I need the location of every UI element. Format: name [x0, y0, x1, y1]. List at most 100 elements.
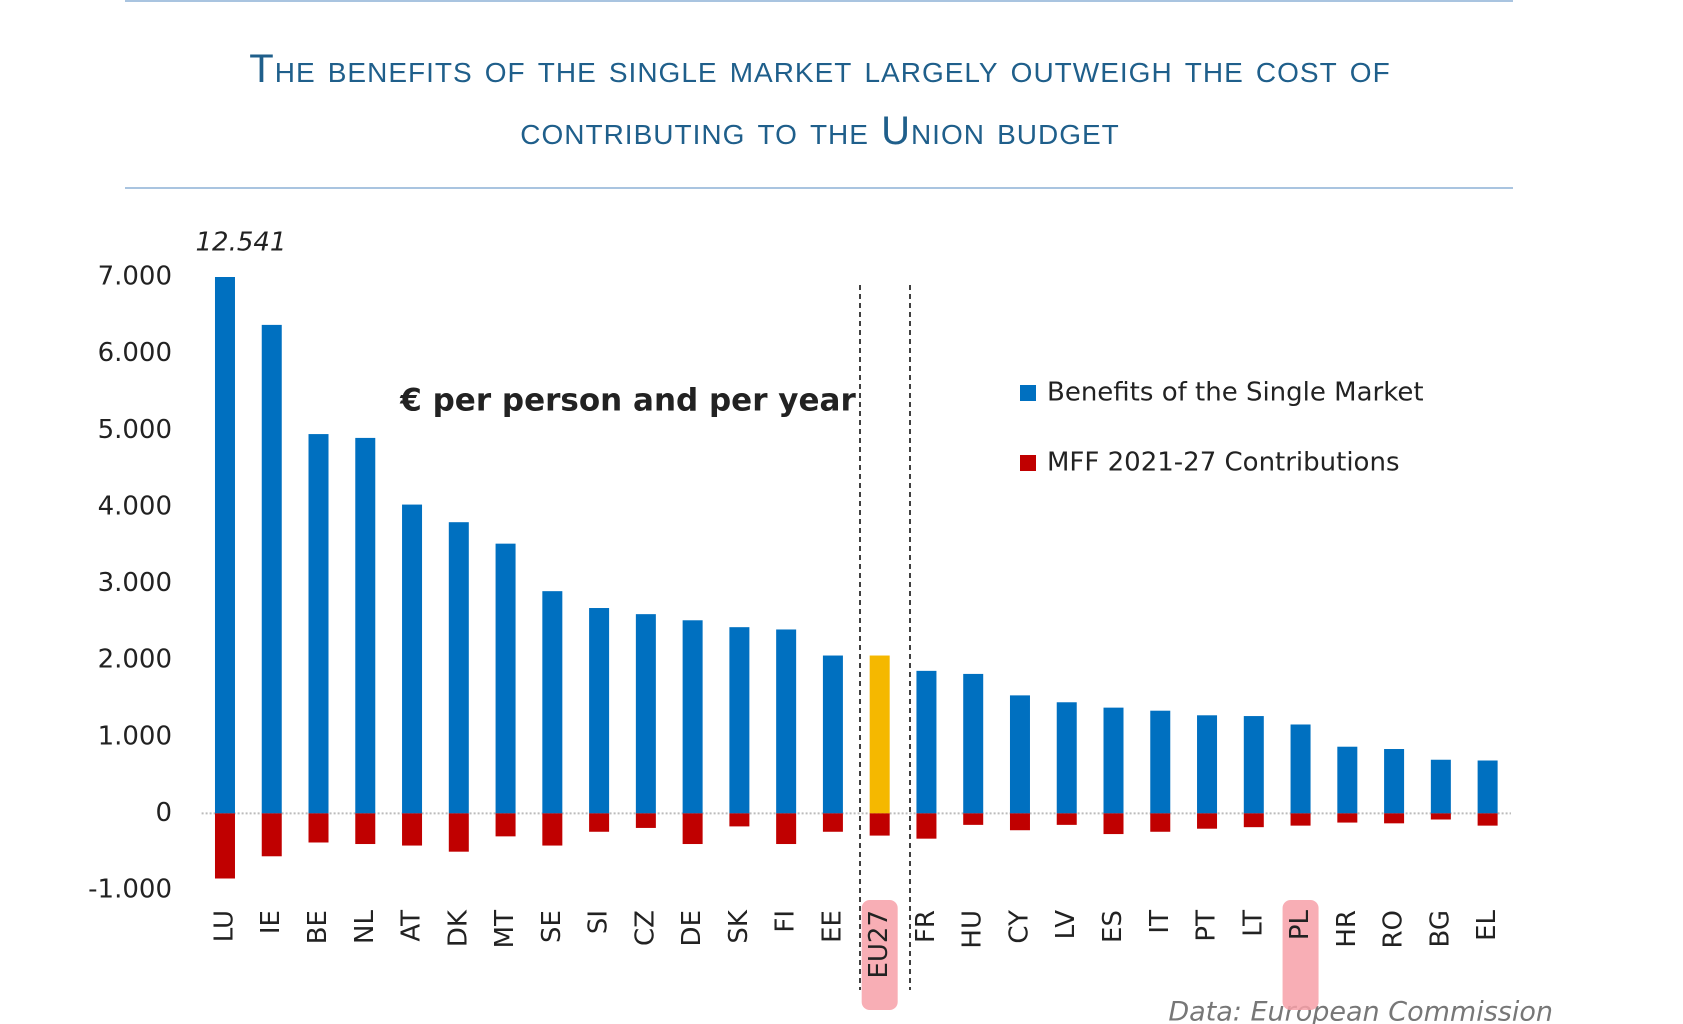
- bar: [916, 813, 937, 839]
- x-tick-label: FR: [911, 910, 941, 943]
- bar: [776, 629, 797, 814]
- bar: [1243, 716, 1264, 814]
- label-highlight: [1282, 900, 1319, 1010]
- x-tick-label: HU: [958, 910, 988, 949]
- bar: [729, 813, 750, 827]
- bar: [776, 813, 797, 845]
- bar: [682, 620, 703, 814]
- y-tick-label: 3.000: [98, 568, 172, 598]
- x-tick-label: EU27: [864, 910, 894, 979]
- bar: [682, 813, 703, 845]
- x-tick-label: RO: [1379, 910, 1409, 949]
- legend-swatch: [1020, 455, 1036, 471]
- bar: [261, 324, 282, 814]
- value-label: 12.541: [195, 228, 286, 258]
- x-tick-label: DE: [677, 910, 707, 946]
- bar: [1430, 759, 1451, 814]
- x-tick-label: FI: [771, 910, 801, 933]
- bar: [729, 627, 750, 814]
- x-tick-label: SE: [537, 910, 567, 943]
- bar: [495, 543, 516, 814]
- x-tick-label: AT: [397, 910, 427, 942]
- bar: [1430, 813, 1451, 820]
- x-tick-label: EE: [817, 910, 847, 943]
- y-tick-label: 0: [155, 798, 172, 828]
- bar: [448, 813, 469, 852]
- x-tick-label: SI: [584, 910, 614, 934]
- legend-swatch: [1020, 385, 1036, 401]
- x-tick-label: IT: [1145, 910, 1175, 934]
- bar: [402, 813, 423, 846]
- bar: [869, 813, 890, 836]
- y-tick-label: -1.000: [88, 875, 172, 905]
- y-tick-label: 6.000: [98, 338, 172, 368]
- bar: [589, 813, 610, 832]
- x-tick-label: CZ: [630, 910, 660, 946]
- x-tick-label: CY: [1004, 910, 1034, 944]
- legend-label: MFF 2021-27 Contributions: [1047, 448, 1400, 478]
- x-tick-label: BE: [303, 910, 333, 944]
- bar: [963, 673, 984, 814]
- bar: [635, 813, 656, 828]
- bar: [1337, 746, 1358, 814]
- bar: [355, 813, 376, 845]
- x-tick-label: PL: [1285, 909, 1315, 940]
- bar: [1150, 813, 1171, 832]
- bars: [214, 277, 1498, 879]
- x-tick-label: LV: [1051, 910, 1081, 940]
- x-tick-label: HR: [1332, 910, 1362, 948]
- y-tick-label: 7.000: [98, 262, 172, 292]
- bar: [542, 813, 563, 846]
- x-tick-label: DK: [443, 909, 473, 947]
- bar: [589, 608, 610, 814]
- bar: [1243, 813, 1264, 828]
- bar: [1290, 813, 1311, 826]
- bar: [869, 655, 890, 814]
- bar: [402, 504, 423, 814]
- bar: [1197, 715, 1218, 814]
- bar: [1290, 724, 1311, 814]
- bar: [1103, 813, 1124, 835]
- bar: [1384, 813, 1405, 824]
- bar: [308, 813, 329, 843]
- bar: [1056, 702, 1077, 814]
- bar: [542, 591, 563, 814]
- bar: [214, 813, 235, 879]
- bar: [1150, 710, 1171, 814]
- bar: [635, 614, 656, 814]
- x-tick-label: ES: [1098, 910, 1128, 943]
- bar: [1337, 813, 1358, 823]
- x-tick-label: MT: [490, 910, 520, 948]
- source: Data: European Commission: [1168, 997, 1553, 1024]
- bar: [822, 655, 843, 814]
- y-tick-label: 4.000: [98, 491, 172, 521]
- bar: [448, 522, 469, 814]
- annotation: € per person and per year: [399, 383, 856, 419]
- x-tick-label: SK: [724, 909, 754, 944]
- x-tick-label: LT: [1238, 910, 1268, 937]
- bar: [1197, 813, 1218, 829]
- bar: [1477, 813, 1498, 826]
- bar: [822, 813, 843, 832]
- bar: [1009, 695, 1030, 814]
- x-tick-label: BG: [1425, 910, 1455, 948]
- bar: [963, 813, 984, 825]
- y-tick-label: 2.000: [98, 645, 172, 675]
- bar: [1477, 760, 1498, 814]
- y-tick-label: 5.000: [98, 415, 172, 445]
- x-tick-label: EL: [1472, 909, 1502, 940]
- bar: [1056, 813, 1077, 825]
- bar: [1009, 813, 1030, 831]
- y-tick-label: 1.000: [98, 721, 172, 751]
- bar: [308, 434, 329, 814]
- bar: [1384, 749, 1405, 814]
- chart-title: The benefits of the single market largel…: [249, 47, 1391, 153]
- legend-label: Benefits of the Single Market: [1047, 378, 1424, 408]
- bar: [495, 813, 516, 837]
- bar: [916, 670, 937, 814]
- bar: [1103, 707, 1124, 814]
- bar: [355, 437, 376, 814]
- x-tick-label: NL: [350, 909, 380, 943]
